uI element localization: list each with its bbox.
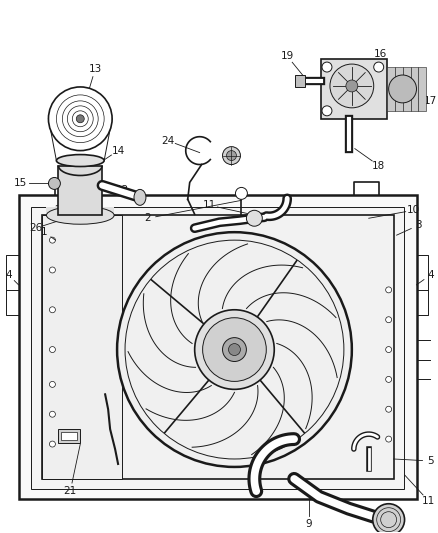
Polygon shape [321, 59, 387, 119]
Circle shape [49, 346, 55, 352]
Text: 13: 13 [88, 64, 102, 74]
Text: 4: 4 [427, 270, 434, 280]
Circle shape [49, 307, 55, 313]
Circle shape [330, 64, 374, 108]
Circle shape [386, 287, 392, 293]
Circle shape [236, 188, 247, 199]
Text: 9: 9 [306, 519, 312, 529]
Bar [42, 215, 394, 479]
Circle shape [374, 62, 384, 72]
Ellipse shape [57, 155, 104, 166]
Circle shape [49, 87, 112, 151]
Text: 16: 16 [374, 49, 387, 59]
Bar [403, 67, 410, 111]
Circle shape [49, 237, 55, 243]
Ellipse shape [134, 189, 146, 205]
Circle shape [76, 115, 84, 123]
Circle shape [247, 211, 262, 226]
Bar [42, 215, 122, 479]
Bar [387, 67, 395, 111]
Circle shape [346, 80, 358, 92]
Bar [58, 166, 102, 215]
Text: 5: 5 [427, 456, 434, 466]
Circle shape [223, 147, 240, 165]
Circle shape [386, 376, 392, 382]
Text: 15: 15 [14, 179, 27, 189]
Text: 19: 19 [281, 51, 294, 61]
Circle shape [49, 441, 55, 447]
Circle shape [203, 318, 266, 382]
Circle shape [223, 337, 247, 361]
Text: 24: 24 [161, 136, 174, 146]
Circle shape [373, 504, 405, 533]
Circle shape [49, 411, 55, 417]
Circle shape [49, 382, 55, 387]
Text: 23: 23 [54, 205, 67, 215]
Text: 3: 3 [415, 220, 422, 230]
Bar [418, 67, 427, 111]
Ellipse shape [46, 206, 114, 224]
Text: 17: 17 [424, 96, 437, 106]
Text: 12: 12 [116, 185, 129, 196]
Circle shape [226, 151, 237, 160]
Bar [18, 196, 417, 499]
Text: 11: 11 [203, 200, 216, 211]
Text: 11: 11 [422, 496, 435, 506]
Circle shape [386, 346, 392, 352]
Circle shape [49, 267, 55, 273]
Circle shape [117, 232, 352, 467]
Text: 1: 1 [41, 227, 48, 237]
Circle shape [389, 75, 417, 103]
Circle shape [194, 310, 274, 389]
Bar [61, 432, 77, 440]
Text: 4: 4 [5, 270, 12, 280]
Text: 14: 14 [111, 146, 125, 156]
Text: 21: 21 [64, 486, 77, 496]
Bar [31, 207, 403, 489]
Circle shape [322, 62, 332, 72]
Circle shape [322, 106, 332, 116]
Circle shape [229, 344, 240, 356]
Bar [46, 207, 114, 217]
Text: 10: 10 [407, 205, 420, 215]
Circle shape [386, 317, 392, 322]
Circle shape [49, 177, 60, 189]
Text: 18: 18 [372, 160, 385, 171]
Circle shape [386, 406, 392, 412]
Text: 26: 26 [29, 223, 42, 233]
Circle shape [386, 436, 392, 442]
Bar [295, 75, 305, 87]
Bar [395, 67, 403, 111]
Bar [58, 429, 80, 443]
Bar [410, 67, 418, 111]
Text: 2: 2 [145, 213, 151, 223]
